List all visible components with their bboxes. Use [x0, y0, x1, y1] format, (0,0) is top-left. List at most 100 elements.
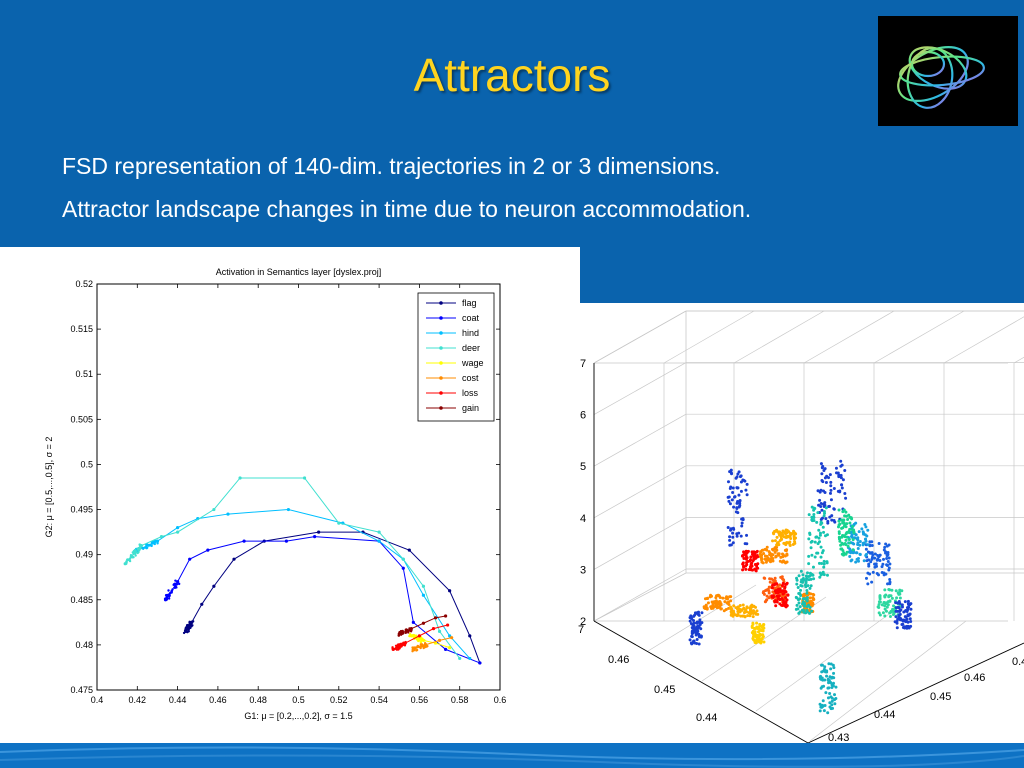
cluster-point — [737, 493, 741, 497]
cluster-point — [888, 588, 892, 592]
cluster-point — [828, 705, 832, 709]
cluster-point — [719, 607, 723, 611]
cluster-point — [822, 573, 826, 577]
cluster-point — [767, 589, 771, 593]
cluster-point — [894, 606, 898, 610]
cluster-point — [750, 552, 754, 556]
cluster-point — [894, 601, 898, 605]
cluster-point — [764, 560, 768, 564]
cluster-point — [749, 604, 753, 608]
series-point-flag — [407, 548, 411, 552]
series-point-coat — [173, 586, 177, 589]
legend-marker-deer — [439, 346, 443, 350]
series-point-coat — [165, 595, 168, 599]
x3d-tick-label: 0.43 — [828, 732, 849, 743]
cluster-point — [839, 476, 843, 480]
cluster-point — [760, 548, 764, 552]
legend-marker-cost — [439, 376, 443, 380]
cluster-point — [693, 630, 697, 634]
cluster-point — [877, 541, 881, 545]
series-point-deer — [131, 551, 135, 554]
cluster-point — [889, 594, 893, 598]
cluster-point — [751, 615, 755, 619]
cluster-point — [822, 709, 826, 713]
cluster-point — [724, 607, 728, 611]
cluster-point — [806, 571, 810, 575]
cluster-point — [898, 592, 902, 596]
cluster-point — [780, 583, 784, 587]
cluster-point — [808, 533, 812, 537]
cluster-point — [823, 476, 827, 480]
cluster-point — [777, 543, 781, 547]
cluster-point — [695, 620, 699, 624]
series-point-flag — [185, 623, 189, 627]
cluster-point — [765, 548, 769, 552]
cluster-point — [880, 565, 884, 569]
cluster-point — [832, 507, 836, 511]
grid-line — [593, 568, 687, 622]
cluster-point — [706, 601, 710, 605]
cluster-point — [693, 627, 697, 631]
cluster-point — [699, 635, 703, 639]
cluster-point — [751, 612, 755, 616]
cluster-point — [896, 617, 900, 621]
cluster-point — [744, 488, 748, 492]
cluster-point — [729, 599, 733, 603]
cluster-point — [881, 611, 885, 615]
cluster-point — [825, 674, 829, 678]
cluster-point — [709, 593, 713, 597]
legend-marker-wage — [439, 361, 443, 365]
cluster-point — [804, 574, 808, 578]
cluster-point — [723, 600, 727, 604]
series-point-deer — [458, 656, 462, 661]
series-point-deer — [159, 535, 164, 539]
cluster-point — [826, 521, 830, 525]
cluster-point — [799, 583, 803, 587]
cluster-point — [763, 576, 767, 580]
series-point-deer — [140, 544, 143, 548]
cluster-point — [837, 530, 841, 534]
cluster-point — [815, 535, 819, 539]
cluster-point — [760, 629, 764, 633]
series-point-hind — [286, 507, 291, 512]
series-point-loss — [400, 644, 404, 647]
cluster-point — [735, 506, 739, 510]
series-point-loss — [403, 644, 407, 647]
cluster-point — [765, 545, 769, 549]
cluster-point — [805, 598, 809, 602]
cluster-point — [856, 538, 860, 542]
cluster-point — [755, 621, 759, 625]
cluster-point — [757, 636, 761, 640]
x-tick-label: 0.46 — [209, 695, 227, 705]
series-point-deer — [176, 530, 180, 534]
series-point-deer — [137, 549, 141, 552]
cluster-point — [812, 577, 816, 581]
cluster-point — [773, 539, 777, 543]
cluster-point — [792, 529, 796, 533]
cluster-point — [808, 571, 812, 575]
cluster-point — [700, 611, 704, 615]
cluster-point — [781, 592, 785, 596]
series-point-deer — [437, 629, 442, 633]
cluster-point — [818, 533, 822, 537]
cluster-point — [807, 537, 811, 541]
cluster-point — [783, 585, 787, 589]
cluster-point — [886, 603, 890, 607]
series-point-cost — [424, 642, 427, 646]
cluster-point — [851, 538, 855, 542]
legend-label-hind: hind — [462, 328, 479, 338]
cluster-point — [888, 582, 892, 586]
cluster-point — [784, 582, 788, 586]
cluster-point — [877, 600, 881, 604]
cluster-point — [837, 525, 841, 529]
cluster-point — [823, 503, 827, 507]
cluster-point — [897, 599, 901, 603]
grid-line — [733, 310, 825, 364]
cluster-point — [754, 550, 758, 554]
series-point-flag — [184, 628, 188, 632]
cluster-point — [909, 624, 913, 628]
cluster-point — [735, 614, 739, 618]
cluster-point — [885, 563, 889, 567]
cluster-point — [832, 671, 836, 675]
cluster-point — [751, 559, 755, 563]
